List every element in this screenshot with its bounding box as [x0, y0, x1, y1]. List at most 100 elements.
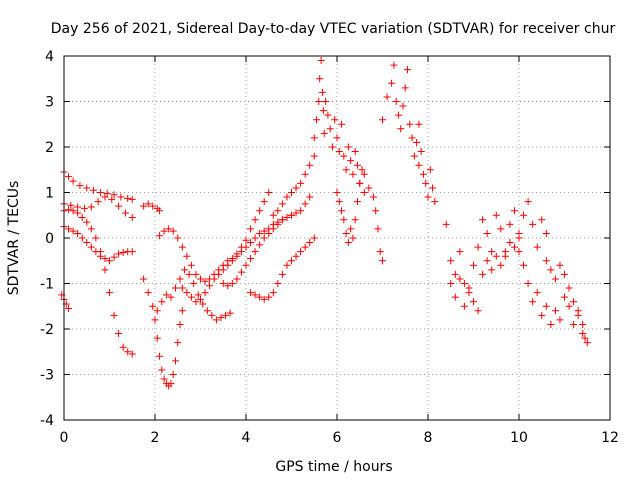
data-point — [310, 152, 318, 160]
data-point — [69, 227, 77, 235]
data-point — [501, 248, 509, 256]
series-track-h — [153, 266, 234, 324]
data-point — [317, 57, 325, 65]
data-point — [144, 200, 152, 208]
x-tick-label: 12 — [601, 430, 619, 446]
data-point — [529, 298, 537, 306]
data-point — [351, 148, 359, 156]
data-point — [360, 170, 368, 178]
data-point — [556, 261, 564, 269]
data-point — [283, 193, 291, 201]
data-point — [333, 189, 341, 196]
data-point — [406, 120, 414, 128]
data-point — [153, 334, 161, 342]
data-point — [278, 200, 286, 208]
data-point — [110, 191, 118, 199]
data-point — [265, 229, 273, 237]
series-cluster-right-b — [447, 229, 523, 315]
y-tick-label: -3 — [40, 368, 54, 384]
data-point — [83, 239, 91, 247]
data-point — [183, 252, 191, 260]
data-point — [283, 261, 291, 269]
data-point — [574, 307, 582, 315]
y-tick-label: -2 — [40, 322, 54, 338]
data-point — [342, 229, 350, 237]
data-point — [176, 275, 184, 283]
data-point — [197, 275, 204, 283]
data-point — [392, 98, 400, 105]
data-point — [233, 275, 241, 283]
data-point — [349, 234, 357, 242]
data-point — [274, 207, 282, 215]
data-point — [515, 229, 523, 237]
data-point — [415, 120, 423, 128]
data-point — [310, 234, 318, 242]
data-point — [158, 298, 166, 306]
data-point — [94, 198, 102, 206]
data-point — [151, 316, 159, 324]
data-point — [228, 254, 236, 262]
data-point — [320, 129, 328, 137]
data-point — [101, 193, 109, 201]
data-point — [206, 275, 214, 283]
data-point — [520, 261, 528, 269]
data-point — [156, 207, 164, 215]
data-point — [292, 252, 300, 260]
data-point — [260, 234, 268, 242]
data-point — [401, 84, 409, 92]
x-tick-label: 4 — [242, 430, 251, 446]
data-point — [324, 111, 332, 119]
data-point — [447, 257, 455, 265]
data-point — [174, 339, 182, 347]
data-point — [292, 184, 300, 192]
series-cluster-tail — [415, 148, 439, 206]
data-point — [156, 352, 164, 360]
data-point — [542, 229, 550, 237]
data-point — [247, 289, 255, 297]
data-point — [274, 280, 282, 287]
data-point — [274, 220, 282, 228]
data-point — [424, 193, 432, 201]
data-point — [442, 220, 450, 228]
series-cluster-mid — [333, 170, 386, 265]
data-point — [394, 111, 402, 119]
data-point — [326, 125, 334, 133]
data-point — [340, 152, 348, 160]
data-point — [65, 225, 73, 233]
data-point — [413, 138, 421, 146]
data-point — [260, 227, 268, 235]
data-point — [149, 202, 157, 210]
data-point — [383, 93, 391, 101]
data-point — [533, 289, 541, 297]
data-point — [551, 307, 559, 315]
data-point — [301, 200, 309, 208]
data-point — [379, 257, 386, 265]
data-point — [260, 198, 268, 206]
series-track-k — [197, 211, 295, 285]
data-point — [524, 280, 532, 287]
data-point — [306, 239, 314, 247]
data-point — [408, 134, 416, 142]
data-point — [187, 261, 195, 269]
data-point — [162, 291, 170, 299]
data-point — [479, 270, 487, 278]
data-point — [561, 293, 568, 301]
data-point — [158, 366, 166, 374]
data-point — [237, 248, 245, 256]
data-point — [547, 266, 555, 274]
data-point — [210, 270, 218, 278]
data-point — [474, 307, 482, 315]
data-point — [506, 220, 514, 228]
data-point — [169, 227, 177, 235]
data-point — [167, 293, 175, 301]
data-point — [92, 248, 100, 256]
data-point — [237, 268, 245, 276]
data-point — [87, 225, 95, 233]
y-tick-label: -4 — [40, 413, 54, 429]
data-point — [488, 248, 496, 256]
data-point — [365, 184, 373, 192]
data-point — [265, 189, 273, 196]
data-point — [353, 161, 361, 169]
data-point — [121, 209, 129, 217]
x-axis-label: GPS time / hours — [275, 459, 392, 475]
